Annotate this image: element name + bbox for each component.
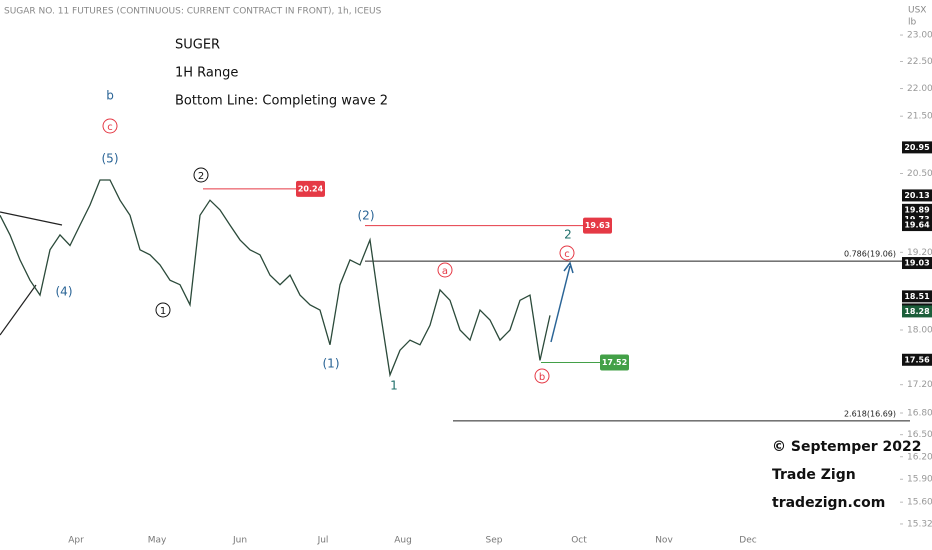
- price-label: 18.28: [904, 307, 930, 316]
- level-label: 20.24: [298, 184, 324, 193]
- x-tick-label: Oct: [571, 536, 587, 546]
- wave-label: (4): [56, 285, 73, 299]
- price-label-box: [902, 203, 932, 216]
- wave-label: (2): [358, 209, 375, 223]
- footer-note: tradezign.com: [772, 495, 885, 511]
- price-label-box: [902, 141, 932, 154]
- x-tick-label: Jul: [317, 536, 329, 546]
- note: Bottom Line: Completing wave 2: [175, 94, 388, 109]
- y-tick-label: 15.32: [907, 519, 932, 529]
- x-tick-label: Apr: [68, 536, 84, 546]
- unit: USX: [908, 6, 926, 16]
- y-tick-label: 23.00: [907, 31, 932, 41]
- x-tick-label: Dec: [739, 536, 756, 546]
- unit: lb: [908, 18, 917, 28]
- wave-circle: [102, 118, 118, 134]
- price-label: 20.95: [904, 143, 930, 152]
- wave-circle: [559, 245, 575, 261]
- price-label-box: [902, 305, 932, 318]
- wave-label: 1: [390, 379, 398, 393]
- trend-line: [0, 211, 63, 226]
- x-tick-label: Sep: [486, 536, 503, 546]
- arrow-head: [563, 261, 574, 274]
- wave-label: c: [564, 249, 570, 260]
- trend-line: [0, 284, 37, 336]
- price-label-box: [902, 290, 932, 303]
- price-label: 20.13: [904, 191, 929, 200]
- wave-label: (1): [323, 357, 340, 371]
- level-box: [583, 217, 612, 234]
- price-label: 19.89: [904, 205, 930, 214]
- y-tick-label: 22.50: [907, 57, 932, 67]
- y-tick-label: 15.60: [907, 498, 932, 508]
- wave-circle: [155, 302, 171, 318]
- wave-label: b: [106, 89, 114, 103]
- y-tick-label: 16.20: [907, 452, 932, 462]
- level-box: [296, 180, 325, 197]
- wave-label: 1: [160, 306, 166, 317]
- x-tick-label: Jun: [232, 536, 247, 546]
- price-label-box: [902, 189, 932, 202]
- footer-note: Trade Zign: [772, 467, 856, 483]
- y-tick-label: 21.50: [907, 112, 932, 122]
- note: 1H Range: [175, 66, 238, 81]
- fib-label: 0.786(19.06): [844, 250, 896, 259]
- price-label-box: [902, 353, 932, 366]
- header: SUGAR NO. 11 FUTURES (CONTINUOUS: CURREN…: [4, 7, 382, 17]
- x-tick-label: Nov: [655, 536, 673, 546]
- wave-circle: [534, 368, 550, 384]
- wave-label: a: [442, 266, 448, 277]
- footer-note: © Septemper 2022: [772, 439, 922, 455]
- fib-label: 2.618(16.69): [844, 409, 896, 418]
- price-label: 19.03: [904, 259, 929, 268]
- y-tick-label: 15.90: [907, 475, 932, 485]
- price-label: 17.56: [904, 355, 930, 364]
- price-line: [0, 179, 551, 378]
- y-tick-label: 16.50: [907, 430, 932, 440]
- note: SUGER: [175, 38, 220, 53]
- wave-circle: [437, 262, 453, 278]
- wave-label: c: [107, 122, 113, 133]
- level-label: 17.52: [602, 358, 627, 367]
- wave-circle: [193, 167, 209, 183]
- wave-label: b: [539, 372, 545, 383]
- y-tick-label: 16.80: [907, 408, 932, 418]
- price-label-box: [902, 219, 932, 232]
- level-box: [600, 354, 629, 371]
- y-tick-label: 22.00: [907, 84, 932, 94]
- y-tick-label: 17.20: [907, 380, 932, 390]
- y-tick-label: 18.00: [907, 325, 932, 335]
- wave-label: 2: [564, 228, 572, 242]
- level-label: 19.63: [585, 221, 610, 230]
- y-tick-label: 19.20: [907, 248, 932, 258]
- x-tick-label: Aug: [394, 536, 412, 546]
- y-tick-label: 20.50: [907, 169, 932, 179]
- x-tick-label: May: [148, 536, 167, 546]
- arrow: [550, 265, 571, 343]
- wave-label: 2: [198, 171, 204, 182]
- price-label-box: [902, 257, 932, 270]
- price-label: 19.64: [904, 221, 930, 230]
- wave-label: (5): [102, 152, 119, 166]
- price-label: 18.51: [904, 292, 930, 301]
